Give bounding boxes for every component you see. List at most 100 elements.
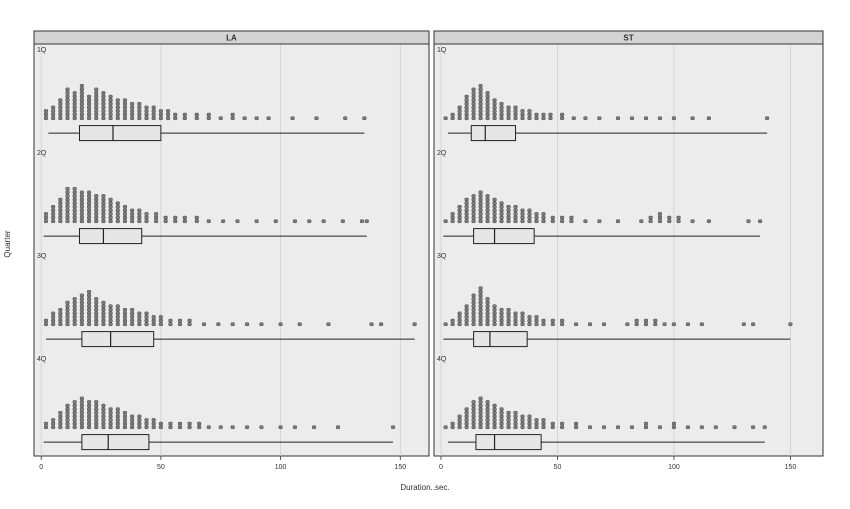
dot xyxy=(65,94,70,99)
dot xyxy=(94,208,99,213)
dot xyxy=(485,105,490,110)
dot xyxy=(506,411,511,415)
dot xyxy=(513,311,518,316)
dot xyxy=(87,322,92,327)
dot xyxy=(43,219,48,224)
dot xyxy=(765,116,770,121)
dot xyxy=(72,421,77,426)
dot xyxy=(144,322,149,327)
panel-background xyxy=(433,43,824,457)
dot xyxy=(492,318,497,323)
dot xyxy=(65,322,70,327)
dot xyxy=(79,297,84,301)
dot xyxy=(506,308,511,312)
dot xyxy=(478,407,483,412)
dot xyxy=(478,105,483,110)
dot xyxy=(643,116,648,121)
dot xyxy=(762,425,767,430)
dot xyxy=(527,212,532,216)
dot xyxy=(520,212,525,216)
dot xyxy=(65,197,70,202)
row-1q: 1Q xyxy=(437,47,770,142)
row-3q: 3Q xyxy=(437,253,793,348)
dot xyxy=(51,311,56,316)
dot xyxy=(87,208,92,213)
panels-layer: 0 50 100 150 LA 1Q 2Q 3Q 4Q 0 50 100 150 ST 1Q 2Q 3Q 4Q xyxy=(33,30,824,471)
dot xyxy=(379,322,384,327)
dot xyxy=(471,194,476,198)
dot xyxy=(130,219,135,224)
dot xyxy=(657,116,662,121)
dot xyxy=(72,102,77,106)
dot xyxy=(485,421,490,426)
dot xyxy=(51,215,56,220)
dot xyxy=(94,201,99,206)
dot xyxy=(292,425,297,430)
box xyxy=(473,228,535,245)
strip-label: ST xyxy=(623,34,633,43)
dot xyxy=(122,102,127,106)
quarter-label: 3Q xyxy=(437,253,447,260)
dot xyxy=(101,94,106,99)
dot xyxy=(657,215,662,220)
dot xyxy=(464,94,469,99)
dot xyxy=(65,208,70,213)
dot xyxy=(65,105,70,110)
dot xyxy=(115,414,120,419)
dot xyxy=(43,322,48,327)
dot xyxy=(101,411,106,415)
dot xyxy=(65,300,70,305)
dot xyxy=(122,109,127,113)
dot xyxy=(58,102,63,106)
dot xyxy=(478,94,483,99)
dot xyxy=(499,205,504,209)
dot xyxy=(108,212,113,216)
dot xyxy=(87,212,92,216)
dot xyxy=(290,116,295,121)
dot xyxy=(137,315,142,319)
dot xyxy=(72,308,77,312)
dot xyxy=(450,219,455,224)
dot xyxy=(506,418,511,422)
box xyxy=(470,125,517,142)
dot xyxy=(87,315,92,319)
dot xyxy=(478,297,483,301)
dot xyxy=(560,219,565,224)
dot xyxy=(492,322,497,327)
dot xyxy=(471,403,476,408)
quarter-label: 4Q xyxy=(437,356,447,363)
dot xyxy=(108,205,113,209)
dot xyxy=(58,411,63,415)
dot xyxy=(101,219,106,224)
dot xyxy=(492,308,497,312)
dot xyxy=(450,215,455,220)
dot xyxy=(137,421,142,426)
dot xyxy=(676,215,681,220)
dot xyxy=(457,215,462,220)
box xyxy=(78,228,143,245)
dot xyxy=(478,201,483,206)
dot xyxy=(485,205,490,209)
dot xyxy=(520,109,525,113)
dot xyxy=(51,421,56,426)
dot xyxy=(115,215,120,220)
dot xyxy=(506,205,511,209)
dot xyxy=(72,411,77,415)
dot xyxy=(492,116,497,121)
dot xyxy=(87,219,92,224)
dot xyxy=(548,112,553,117)
dot xyxy=(122,208,127,213)
dot xyxy=(235,219,240,224)
dot xyxy=(499,414,504,419)
dot xyxy=(492,201,497,206)
dot xyxy=(101,91,106,95)
dot xyxy=(87,304,92,309)
dot xyxy=(520,414,525,419)
dot xyxy=(115,308,120,312)
dot xyxy=(478,219,483,224)
dot xyxy=(506,212,511,216)
dot xyxy=(471,116,476,121)
dot xyxy=(72,400,77,404)
dot xyxy=(108,315,113,319)
